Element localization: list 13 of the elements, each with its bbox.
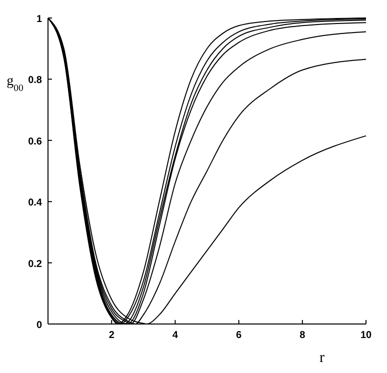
x-axis-title: r bbox=[320, 350, 324, 366]
x-tick-label: 2 bbox=[108, 330, 115, 341]
x-tick-label: 8 bbox=[300, 330, 306, 341]
y-axis-title: g$_{00}$ bbox=[6, 74, 24, 94]
y-tick-label: 0.4 bbox=[28, 198, 42, 209]
y-tick-label: 0 bbox=[36, 320, 42, 331]
y-tick-label: 0.8 bbox=[28, 75, 42, 86]
x-tick-label: 10 bbox=[360, 330, 372, 341]
y-tick-label: 0.6 bbox=[28, 136, 42, 148]
y-tick-label: 0.2 bbox=[28, 258, 42, 270]
x-tick-label: 4 bbox=[172, 330, 178, 341]
y-tick-label: 1 bbox=[36, 14, 42, 25]
x-tick-label: 6 bbox=[236, 330, 242, 341]
